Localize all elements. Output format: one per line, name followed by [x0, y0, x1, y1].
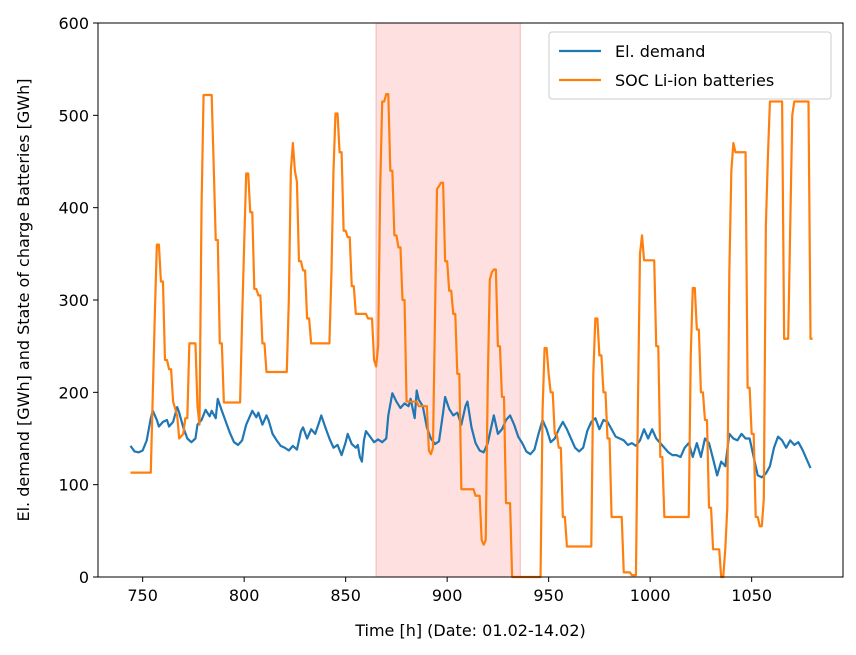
y-tick-label: 400 — [58, 199, 89, 218]
x-tick-label: 800 — [229, 586, 260, 605]
highlight-span — [375, 22, 521, 578]
y-axis-label: El. demand [GWh] and State of charge Bat… — [14, 79, 33, 522]
series-line-soc-li-ion — [130, 93, 813, 579]
y-tick-label: 100 — [58, 476, 89, 495]
x-tick-label: 950 — [533, 586, 564, 605]
series-layer — [129, 93, 813, 579]
x-axis-label: Time [h] (Date: 01.02-14.02) — [354, 621, 586, 640]
y-tick-label: 600 — [58, 14, 89, 33]
legend: El. demand SOC Li-ion batteries — [548, 31, 832, 100]
x-tick-label: 850 — [330, 586, 361, 605]
x-axis-ticks: 750 800 850 900 950 1000 1050 — [127, 577, 772, 605]
highlight-span-layer — [375, 22, 521, 578]
y-tick-label: 0 — [79, 568, 89, 587]
x-tick-label: 1000 — [630, 586, 671, 605]
x-tick-label: 1050 — [731, 586, 772, 605]
x-tick-label: 900 — [432, 586, 463, 605]
legend-label-el-demand: El. demand — [615, 42, 705, 61]
y-tick-label: 200 — [58, 383, 89, 402]
x-tick-label: 750 — [127, 586, 158, 605]
legend-box — [548, 31, 832, 100]
y-tick-label: 500 — [58, 106, 89, 125]
y-tick-label: 300 — [58, 291, 89, 310]
y-axis-ticks: 0 100 200 300 400 500 600 — [58, 14, 98, 587]
legend-label-soc-li-ion: SOC Li-ion batteries — [615, 71, 774, 90]
